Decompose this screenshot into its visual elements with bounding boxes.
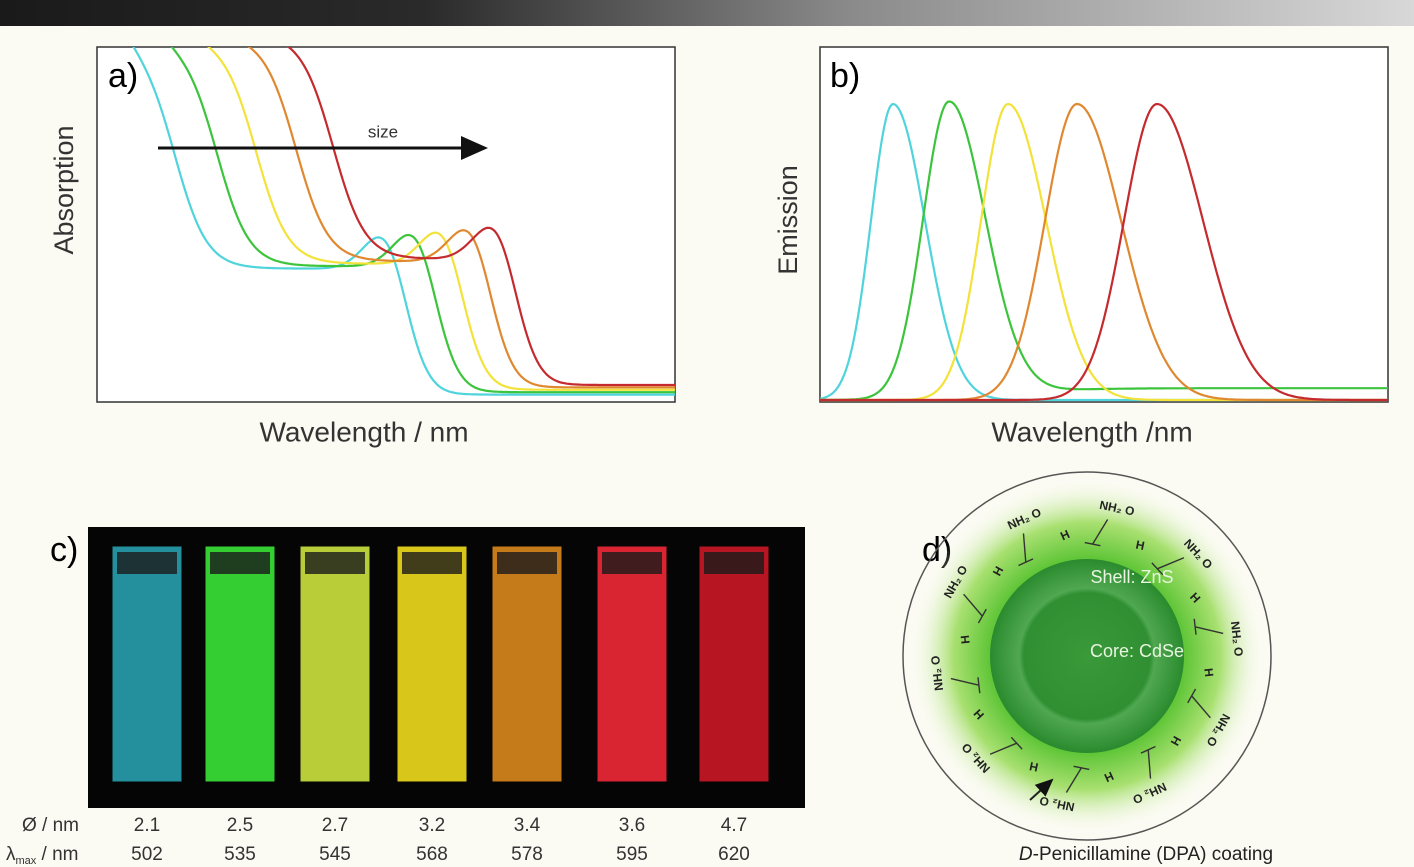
ligand-cross — [1010, 736, 1023, 750]
absorption-curve — [207, 47, 675, 391]
lambda-max: 578 — [511, 844, 543, 865]
lambda-unit: / nm — [36, 844, 78, 865]
diameter: 2.1 — [134, 815, 160, 836]
lambda-max: 535 — [224, 844, 256, 865]
ligand-h: H — [1135, 538, 1146, 553]
caption-italic: D — [1019, 844, 1033, 865]
arrow-label: size — [368, 122, 398, 141]
diameter: 3.6 — [619, 815, 645, 836]
ligand-bond — [1157, 557, 1185, 570]
ligand-cross — [1073, 765, 1090, 771]
nanoparticle — [990, 559, 1184, 753]
ligand-cross — [1084, 541, 1101, 547]
diameter: 3.4 — [514, 815, 541, 836]
cuvette — [597, 546, 667, 782]
coating-boundary — [902, 471, 1272, 841]
cuvette-cap — [210, 552, 270, 574]
absorption-curve — [286, 47, 675, 387]
cuvette — [112, 546, 182, 782]
absorption-curve — [170, 47, 675, 394]
ligand-bond — [950, 677, 980, 686]
ligand-cross — [977, 677, 981, 694]
panel-label: b) — [830, 57, 860, 95]
lambda-max: 620 — [718, 844, 750, 865]
ligand-amine: NH₂ O — [1038, 793, 1075, 814]
absorption-curve — [247, 47, 675, 389]
ligand-bond — [963, 593, 983, 617]
coating-caption: D-Penicillamine (DPA) coating — [1019, 844, 1273, 865]
cuvette — [699, 546, 769, 782]
y-axis-label: Emission — [773, 165, 803, 275]
panel-label: a) — [108, 57, 138, 95]
x-axis-label: Wavelength /nm — [991, 416, 1192, 447]
ligand-h: H — [1201, 667, 1216, 677]
top-bar — [0, 0, 1414, 26]
ligand-bond — [1147, 749, 1152, 779]
shell-label: Shell: ZnS — [1090, 567, 1173, 587]
panel-a-frame — [96, 46, 676, 403]
absorption-curves — [132, 47, 675, 396]
cuvette-cap — [497, 552, 557, 574]
lambda-max: 595 — [616, 844, 648, 865]
lambda: λ — [6, 844, 16, 865]
panel-b-frame — [819, 46, 1389, 403]
ligand-cross — [1193, 618, 1197, 635]
diameter: 3.2 — [419, 815, 445, 836]
ligand-bond — [1092, 519, 1109, 545]
lambda-max: 568 — [416, 844, 448, 865]
ligand-bond — [1191, 695, 1211, 719]
diameter: 2.5 — [227, 815, 253, 836]
ligand-bond — [989, 742, 1017, 755]
cuvette-cap — [117, 552, 177, 574]
cuvette-cap — [704, 552, 764, 574]
ligand-bond — [1194, 626, 1224, 635]
coating-arrow — [1029, 778, 1054, 801]
ligand-cross — [1151, 562, 1164, 576]
ligand-amine: NH₂ O — [1228, 620, 1246, 657]
ligand-h: H — [1028, 759, 1039, 774]
x-axis-label: Wavelength / nm — [259, 416, 468, 447]
ligand-cross — [1187, 688, 1197, 704]
row-label: Ø / nm — [22, 815, 79, 836]
cuvette — [397, 546, 467, 782]
row-label: λmax / nm — [6, 844, 79, 867]
emission-curve — [820, 103, 1388, 402]
ligand-bond — [1065, 767, 1082, 793]
cuvette-table: 2.1 502 2.5 535 2.7 545 3.2 568 3.4 578 3.6 595 4.7 6… — [131, 815, 750, 865]
cuvette-cap — [305, 552, 365, 574]
cuvette — [205, 546, 275, 782]
absorption-curve — [132, 47, 675, 396]
ligand-amine: NH₂ O — [1098, 498, 1135, 519]
cuvette-cap — [402, 552, 462, 574]
emission-curves — [820, 100, 1388, 402]
ligand-cross — [977, 608, 987, 624]
ligand-amine: NH₂ O — [928, 655, 946, 692]
lambda-max: 502 — [131, 844, 163, 865]
diameter: 4.7 — [721, 815, 747, 836]
ligand-bond — [1022, 533, 1027, 563]
core-label: Core: CdSe — [1090, 641, 1184, 661]
cuvette — [300, 546, 370, 782]
lambda-max: 545 — [319, 844, 351, 865]
cuvette-cap — [602, 552, 662, 574]
diameter: 2.7 — [322, 815, 348, 836]
ligand-cross — [1140, 745, 1156, 754]
caption-text: -Penicillamine (DPA) coating — [1033, 844, 1273, 865]
cuvette — [492, 546, 562, 782]
ligand-cross — [1018, 558, 1034, 567]
panel-label: c) — [50, 531, 78, 569]
cuvettes — [112, 546, 769, 782]
ligand-h: H — [958, 634, 973, 644]
lambda-sub: max — [16, 855, 37, 867]
y-axis-label: Absorption — [49, 125, 79, 254]
